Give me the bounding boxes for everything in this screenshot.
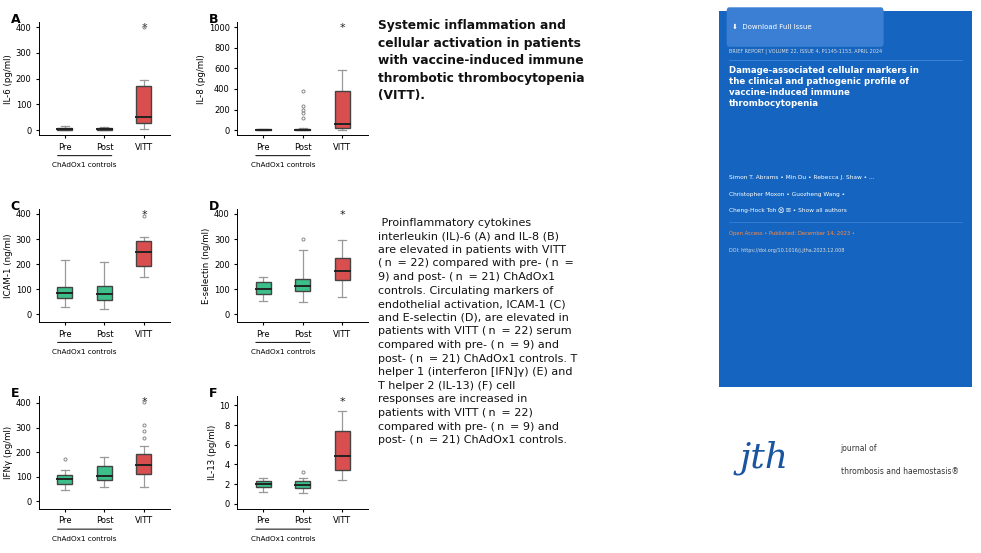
Bar	[295, 481, 310, 488]
Text: ChAdOx1 controls: ChAdOx1 controls	[251, 536, 315, 542]
Bar	[335, 431, 349, 471]
Text: ChAdOx1 controls: ChAdOx1 controls	[52, 163, 117, 169]
Text: *: *	[339, 397, 345, 407]
Y-axis label: IFNγ (pg/ml): IFNγ (pg/ml)	[4, 426, 13, 479]
Bar	[295, 279, 310, 291]
Text: Open Access • Published: December 14, 2023 •: Open Access • Published: December 14, 20…	[729, 231, 855, 236]
Bar	[256, 481, 271, 487]
Bar	[97, 286, 112, 300]
Text: *: *	[339, 210, 345, 220]
Bar	[58, 288, 73, 298]
Text: A: A	[11, 13, 21, 26]
Text: Damage-associated cellular markers in
the clinical and pathogenic profile of
vac: Damage-associated cellular markers in th…	[729, 66, 919, 108]
FancyBboxPatch shape	[727, 7, 884, 47]
Y-axis label: IL-8 (pg/ml): IL-8 (pg/ml)	[197, 54, 206, 103]
Bar	[97, 466, 112, 481]
FancyBboxPatch shape	[719, 11, 972, 387]
Text: ChAdOx1 controls: ChAdOx1 controls	[251, 163, 315, 169]
Text: journal of: journal of	[841, 444, 877, 453]
Bar	[136, 241, 151, 266]
Text: C: C	[11, 200, 20, 213]
Text: Simon T. Abrams • Min Du • Rebecca J. Shaw • ...: Simon T. Abrams • Min Du • Rebecca J. Sh…	[729, 175, 875, 180]
Text: ChAdOx1 controls: ChAdOx1 controls	[52, 349, 117, 355]
Text: thrombosis and haemostasis®: thrombosis and haemostasis®	[841, 467, 958, 476]
Text: *: *	[339, 23, 345, 33]
Bar	[256, 282, 271, 294]
Text: E: E	[11, 387, 19, 399]
Bar	[58, 475, 73, 484]
Bar	[335, 258, 349, 280]
Text: ChAdOx1 controls: ChAdOx1 controls	[251, 349, 315, 355]
Text: *: *	[141, 23, 147, 33]
Y-axis label: ICAM-1 (ng/ml): ICAM-1 (ng/ml)	[4, 233, 13, 298]
Bar	[136, 86, 151, 123]
Bar	[295, 129, 310, 130]
Bar	[136, 454, 151, 474]
Text: jth: jth	[740, 441, 789, 475]
Y-axis label: IL-6 (pg/ml): IL-6 (pg/ml)	[4, 54, 13, 103]
Text: Systemic inflammation and
cellular activation in patients
with vaccine-induced i: Systemic inflammation and cellular activ…	[378, 19, 585, 102]
Bar	[58, 128, 73, 130]
Text: Proinflammatory cytokines
interleukin (IL)-6 (A) and IL-8 (B)
are elevated in pa: Proinflammatory cytokines interleukin (I…	[378, 217, 577, 445]
Text: B: B	[209, 13, 219, 26]
Text: F: F	[209, 387, 217, 399]
Bar	[335, 91, 349, 128]
Text: D: D	[209, 200, 219, 213]
Y-axis label: E-selectin (ng/ml): E-selectin (ng/ml)	[202, 227, 211, 304]
Text: DOI: https://doi.org/10.1016/j.jtha.2023.12.008: DOI: https://doi.org/10.1016/j.jtha.2023…	[729, 248, 845, 253]
Y-axis label: IL-13 (pg/ml): IL-13 (pg/ml)	[208, 425, 217, 480]
Text: *: *	[141, 210, 147, 220]
Text: Christopher Moxon • Guozheng Wang •: Christopher Moxon • Guozheng Wang •	[729, 191, 846, 196]
Bar	[256, 129, 271, 130]
Text: ChAdOx1 controls: ChAdOx1 controls	[52, 536, 117, 542]
Text: Cheng-Hock Toh ⨂ ✉ • Show all authors: Cheng-Hock Toh ⨂ ✉ • Show all authors	[729, 207, 847, 213]
Text: BRIEF REPORT | VOLUME 22, ISSUE 4, P1145-1153, APRIL 2024: BRIEF REPORT | VOLUME 22, ISSUE 4, P1145…	[729, 49, 882, 54]
Bar	[97, 128, 112, 130]
Text: *: *	[141, 397, 147, 407]
Text: ⬇  Download Full Issue: ⬇ Download Full Issue	[732, 24, 811, 30]
